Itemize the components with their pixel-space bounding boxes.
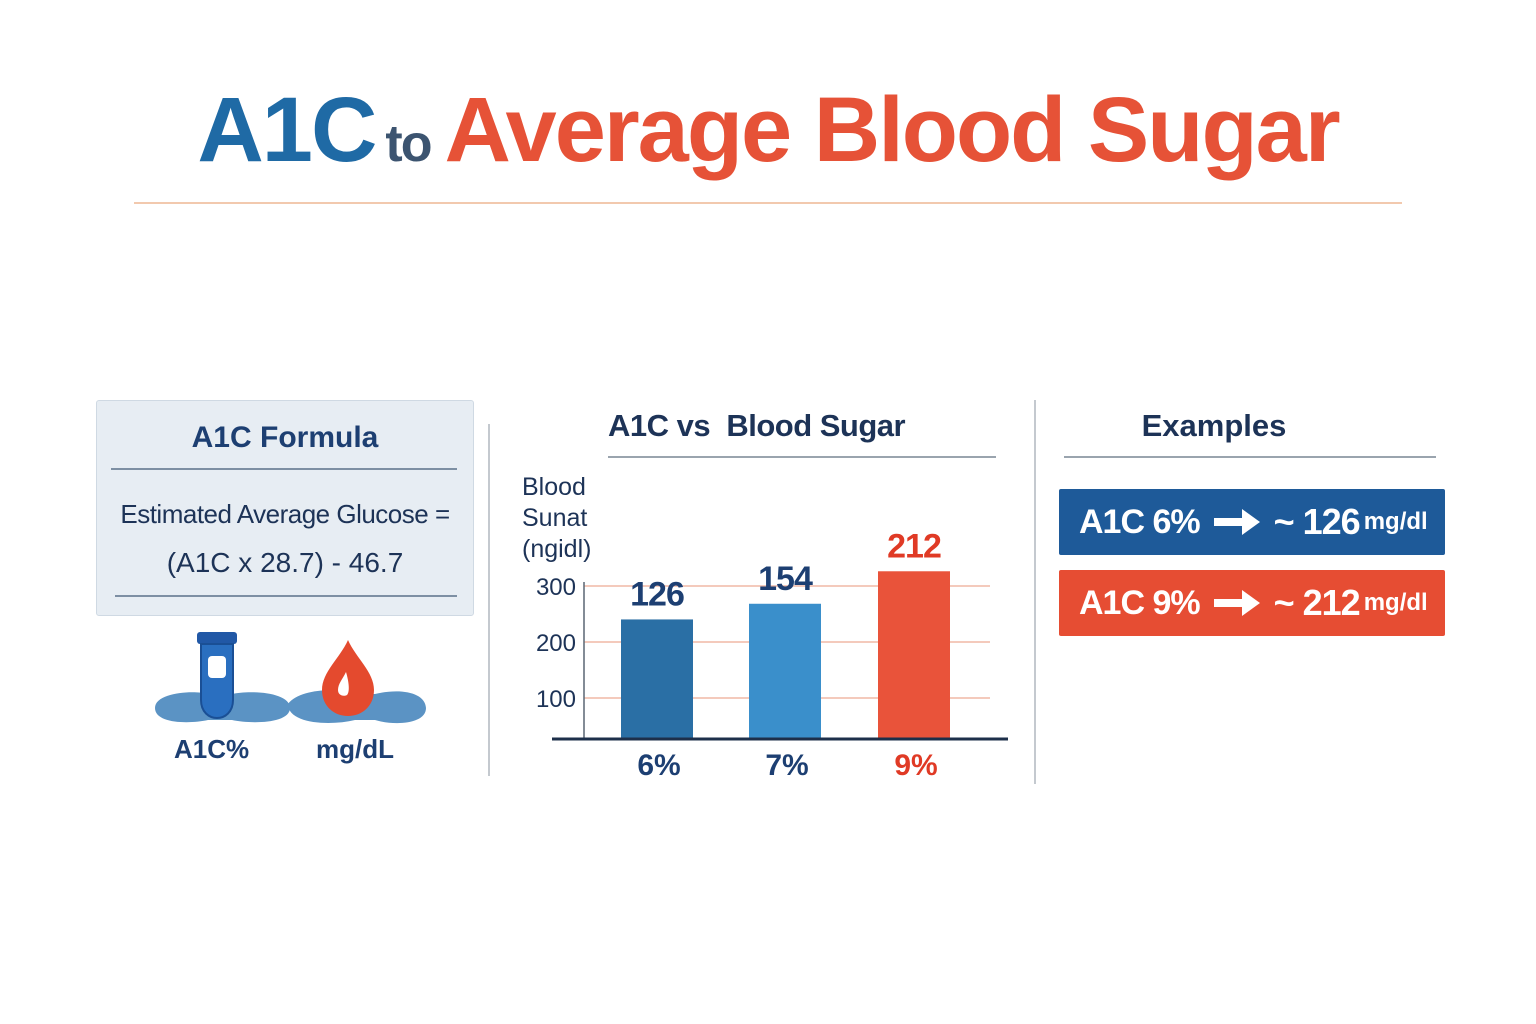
divider-left bbox=[488, 424, 490, 776]
title-divider bbox=[134, 202, 1402, 204]
bar-6pct bbox=[621, 619, 693, 739]
examples-divider bbox=[1064, 456, 1436, 458]
divider-right bbox=[1034, 400, 1036, 784]
icon-label-mgdl: mg/dL bbox=[316, 734, 394, 764]
example-a1c-value: A1C 9% bbox=[1079, 583, 1201, 622]
example-card-a1c-6: A1C 6% ~ 126 mg/dl bbox=[1059, 489, 1445, 555]
formula-panel: A1C Formula Estimated Average Glucose = … bbox=[96, 400, 474, 616]
example-unit: mg/dl bbox=[1363, 589, 1428, 616]
bar-value-label: 212 bbox=[887, 527, 941, 565]
icon-illustration bbox=[155, 632, 426, 724]
blood-drop-icon bbox=[288, 640, 426, 724]
y-tick-label: 300 bbox=[536, 574, 576, 601]
title-a1c: A1C bbox=[197, 79, 377, 181]
example-a1c-value: A1C 6% bbox=[1079, 502, 1201, 541]
bar-value-label: 154 bbox=[758, 560, 813, 598]
y-tick-label: 200 bbox=[536, 630, 576, 657]
formula-title: A1C Formula bbox=[191, 421, 379, 454]
formula-line-2: (A1C x 28.7) - 46.7 bbox=[166, 547, 404, 578]
example-glucose-value: ~ 126 bbox=[1273, 501, 1361, 542]
title-average-blood-sugar: Average Blood Sugar bbox=[444, 79, 1341, 181]
arrow-right-icon bbox=[1213, 509, 1260, 535]
icon-label-a1c: A1C% bbox=[174, 734, 250, 764]
formula-divider-bottom bbox=[115, 595, 457, 597]
x-tick-label: 6% bbox=[637, 749, 680, 782]
bar-chart: 100 200 300 126 6% 154 7% 212 9% bbox=[536, 527, 1008, 782]
test-tube-icon bbox=[155, 632, 290, 723]
formula-divider-top bbox=[111, 468, 457, 470]
example-card-a1c-9: A1C 9% ~ 212 mg/dl bbox=[1059, 570, 1445, 636]
formula-line-1: Estimated Average Glucose = bbox=[120, 499, 450, 529]
chart-title-divider bbox=[608, 456, 996, 458]
chart-y-axis-label: Blood Sunat (ngidl) bbox=[522, 473, 592, 563]
arrow-right-icon bbox=[1213, 590, 1260, 616]
page-title: A1C to Average Blood Sugar bbox=[0, 78, 1536, 183]
example-glucose-value: ~ 212 bbox=[1273, 582, 1361, 623]
bar-7pct bbox=[749, 603, 821, 739]
y-tick-label: 100 bbox=[536, 686, 576, 713]
x-tick-label: 7% bbox=[765, 749, 808, 782]
x-tick-label: 9% bbox=[894, 749, 937, 782]
bar-value-label: 126 bbox=[630, 575, 684, 613]
example-unit: mg/dl bbox=[1363, 508, 1428, 535]
chart-title: A1C vs Blood Sugar bbox=[608, 408, 906, 443]
examples-title: Examples bbox=[1141, 408, 1287, 443]
bar-9pct bbox=[878, 571, 950, 739]
title-to: to bbox=[385, 115, 432, 173]
